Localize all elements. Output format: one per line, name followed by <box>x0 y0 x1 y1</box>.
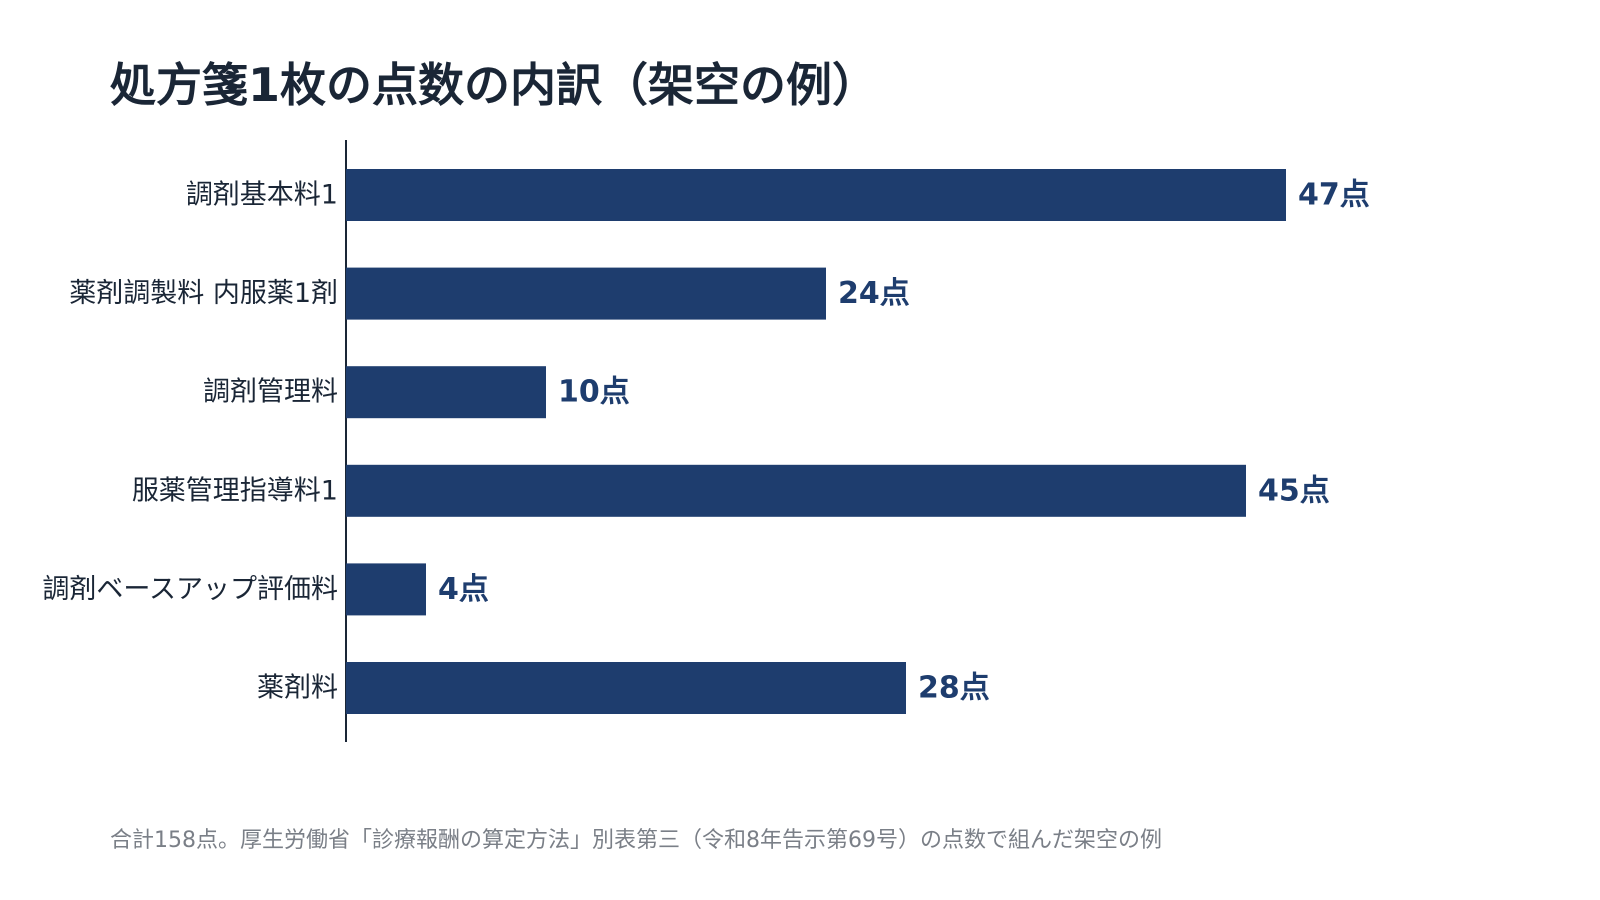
data-label: 10点 <box>558 375 630 410</box>
bar <box>346 267 826 320</box>
bar <box>346 464 1246 517</box>
data-label: 4点 <box>438 572 489 607</box>
bar <box>346 366 546 419</box>
footnote: 合計158点。厚生労働省「診療報酬の算定方法」別表第三（令和8年告示第69号）の… <box>110 828 1162 853</box>
data-label: 47点 <box>1298 178 1370 213</box>
category-label: 薬剤調製料 内服薬1剤 <box>69 278 338 309</box>
category-label: 調剤ベースアップ評価料 <box>42 574 338 605</box>
data-label: 24点 <box>838 276 910 311</box>
data-label: 45点 <box>1258 473 1330 508</box>
category-label: 薬剤料 <box>257 673 338 704</box>
bar <box>346 169 1286 221</box>
chart-title: 処方箋1枚の点数の内訳（架空の例） <box>110 58 879 112</box>
bar <box>346 563 426 616</box>
data-label: 28点 <box>918 671 990 706</box>
category-label: 調剤管理料 <box>203 377 338 408</box>
category-label: 調剤基本料1 <box>186 180 338 211</box>
bar <box>346 662 906 714</box>
category-label: 服薬管理指導料1 <box>132 475 338 506</box>
